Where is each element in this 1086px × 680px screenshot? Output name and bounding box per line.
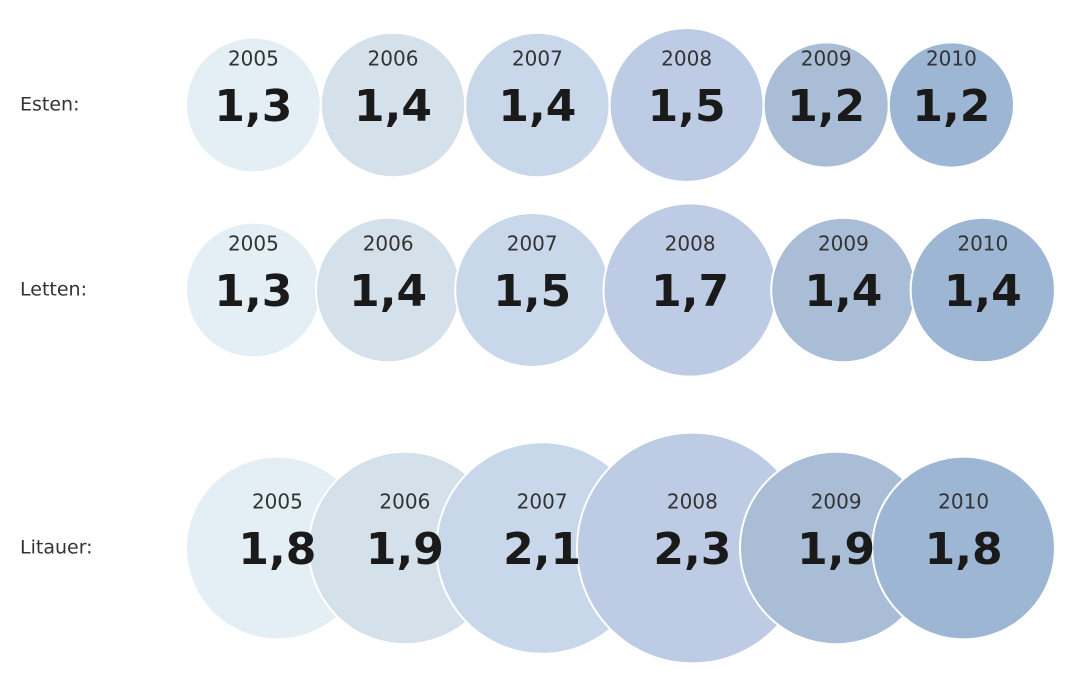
value-label: 1,9 [366,524,444,575]
row-label: Litauer: [20,537,93,559]
year-label: 2005 [228,232,279,256]
value-label: 1,8 [925,524,1003,575]
bubble [909,216,1056,364]
value-label: 1,8 [238,524,316,575]
value-label: 1,2 [787,81,865,132]
year-label: 2007 [507,232,558,256]
value-label: 1,4 [354,81,432,132]
year-label: 2007 [517,490,568,514]
year-label: 2006 [368,47,419,71]
year-label: 2010 [957,232,1008,256]
value-label: 2,3 [653,524,731,575]
value-label: 1,2 [912,81,990,132]
value-label: 1,5 [648,81,726,132]
row-label: Letten: [20,279,87,301]
year-label: 2007 [512,47,563,71]
value-label: 1,7 [651,266,729,317]
year-label: 2008 [665,232,716,256]
value-label: 1,4 [498,81,576,132]
value-label: 1,9 [797,524,875,575]
bubble [887,41,1016,169]
year-label: 2010 [926,47,977,71]
year-label: 2008 [667,490,718,514]
value-label: 1,3 [214,266,292,317]
value-label: 1,5 [493,266,571,317]
year-label: 2009 [811,490,862,514]
year-label: 2006 [363,232,414,256]
year-label: 2005 [252,490,303,514]
year-label: 2009 [818,232,869,256]
year-label: 2008 [661,47,712,71]
value-label: 1,4 [804,266,882,317]
row-label: Esten: [20,94,80,116]
year-label: 2005 [228,47,279,71]
value-label: 1,4 [349,266,427,317]
value-label: 1,3 [214,81,292,132]
year-label: 2006 [379,490,430,514]
value-label: 1,4 [944,266,1022,317]
value-label: 2,1 [503,524,581,575]
bubble [871,455,1056,641]
year-label: 2010 [938,490,989,514]
year-label: 2009 [801,47,852,71]
